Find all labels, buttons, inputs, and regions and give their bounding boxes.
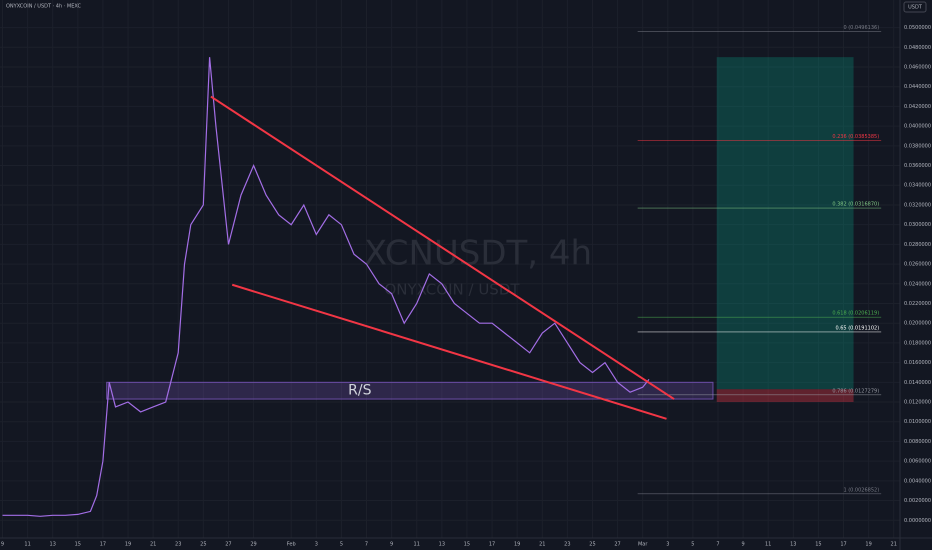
x-tick-label: 3	[666, 542, 669, 548]
y-tick-label: 0.0280000	[904, 242, 931, 248]
x-tick-label: 19	[865, 542, 871, 548]
y-tick-label: 0.0240000	[904, 281, 931, 287]
watermark: XCNUSDT, 4h	[364, 234, 592, 274]
y-tick-label: 0.0400000	[904, 124, 931, 130]
y-tick-label: 0.0300000	[904, 222, 931, 228]
y-tick-label: 0.0340000	[904, 183, 931, 189]
grid	[0, 0, 900, 538]
x-tick-label: 7	[365, 542, 368, 548]
x-tick-label: 19	[514, 542, 520, 548]
y-tick-label: 0.0260000	[904, 262, 931, 268]
x-tick-label: 15	[75, 542, 81, 548]
rs-zone	[106, 381, 714, 400]
x-tick-label: 9	[1, 542, 4, 548]
trendline	[231, 283, 667, 420]
y-tick-label: 0.0360000	[904, 163, 931, 169]
x-tick-label: 5	[691, 542, 694, 548]
fib-label: 0.786 (0.0127279)	[832, 388, 879, 394]
y-tick-label: 0.0020000	[904, 498, 931, 504]
position-target	[716, 57, 854, 390]
y-tick-label: 0.0460000	[904, 65, 931, 71]
x-tick-label: 11	[414, 542, 420, 548]
x-tick-label: 9	[742, 542, 745, 548]
y-tick-label: 0.0040000	[904, 478, 931, 484]
zone-label: R/S	[348, 383, 371, 399]
x-tick-label: 9	[390, 542, 393, 548]
x-tick-label: 3	[315, 542, 318, 548]
x-tick-label: 25	[589, 542, 595, 548]
y-tick-label: 0.0200000	[904, 321, 931, 327]
y-tick-label: 0.0380000	[904, 143, 931, 149]
fib-label: 0.65 (0.0191102)	[835, 325, 879, 331]
x-tick-label: 23	[564, 542, 570, 548]
fib-label: 0.382 (0.0316870)	[832, 202, 879, 208]
x-tick-label: 23	[175, 542, 181, 548]
fib-label: 0 (0.0496136)	[843, 25, 879, 31]
y-tick-label: 0.0060000	[904, 459, 931, 465]
x-tick-label: 27	[225, 542, 231, 548]
y-tick-label: 0.0140000	[904, 380, 931, 386]
symbol-header[interactable]: ONYXCOIN / USDT · 4h · MEXC	[6, 4, 81, 10]
y-tick-label: 0.0180000	[904, 340, 931, 346]
x-tick-label: 11	[24, 542, 30, 548]
x-tick-label: 19	[125, 542, 131, 548]
watermark-sub: ONYXCOIN / USDT	[384, 281, 520, 299]
plot: R/S 0 (0.0496136) 0.236 (0.0385385) 0.382 (…	[2, 25, 882, 517]
x-tick-label: 21	[150, 542, 156, 548]
trendline	[210, 95, 675, 400]
y-tick-label: 0.0080000	[904, 439, 931, 445]
position-stop	[716, 389, 854, 403]
y-tick-label: 0.0160000	[904, 360, 931, 366]
x-tick-label: 17	[840, 542, 846, 548]
x-tick-label: 29	[250, 542, 256, 548]
x-tick-label: 13	[50, 542, 56, 548]
fib-label: 0.618 (0.0206119)	[832, 311, 879, 317]
y-tick-label: 0.0220000	[904, 301, 931, 307]
x-tick-label: 25	[200, 542, 206, 548]
y-tick-label: 0.0120000	[904, 400, 931, 406]
x-tick-label: 15	[815, 542, 821, 548]
x-tick-label: 21	[891, 542, 897, 548]
y-tick-label: 0.0420000	[904, 104, 931, 110]
x-tick-label: 13	[439, 542, 445, 548]
x-tick-label: 15	[464, 542, 470, 548]
x-tick-label: 17	[489, 542, 495, 548]
currency[interactable]: USDT	[908, 5, 923, 11]
y-tick-label: 0.0500000	[904, 25, 931, 31]
x-tick-label: 5	[340, 542, 343, 548]
y-tick-label: 0.0480000	[904, 45, 931, 51]
price-line	[2, 57, 650, 517]
x-tick-label: 11	[765, 542, 771, 548]
y-tick-label: 0.0320000	[904, 202, 931, 208]
x-tick-label: 27	[614, 542, 620, 548]
x-tick-label: 7	[716, 542, 719, 548]
y-tick-label: 0.0000000	[904, 518, 931, 524]
x-tick-label: 13	[790, 542, 796, 548]
y-tick-label: 0.0100000	[904, 419, 931, 425]
fib-label: 0.236 (0.0385385)	[832, 134, 879, 140]
fib-label: 1 (0.0026852)	[843, 487, 879, 493]
x-tick-label: Mar	[638, 542, 648, 548]
x-tick-label: 21	[539, 542, 545, 548]
x-tick-label: Feb	[287, 542, 296, 548]
currency-box[interactable]	[903, 1, 927, 13]
y-tick-label: 0.0440000	[904, 84, 931, 90]
x-tick-label: 17	[100, 542, 106, 548]
